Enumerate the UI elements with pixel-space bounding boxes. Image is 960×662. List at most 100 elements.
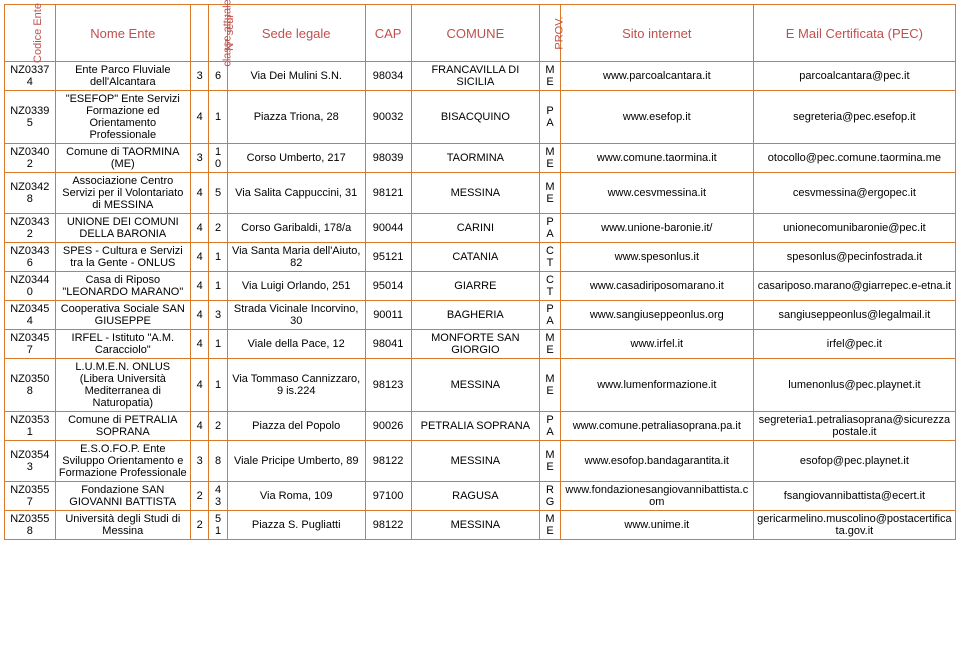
cell-classe: 4: [191, 330, 209, 359]
cell-codice: NZ03440: [5, 272, 56, 301]
cell-prov: CT: [540, 272, 561, 301]
cell-sede: Piazza Triona, 28: [227, 91, 365, 144]
table-row: NZ03557Fondazione SAN GIOVANNI BATTISTA2…: [5, 482, 956, 511]
data-table: Codice Ente Nome Ente classe attuale N° …: [4, 4, 956, 540]
cell-prov: ME: [540, 144, 561, 173]
cell-sede: Via Santa Maria dell'Aiuto, 82: [227, 243, 365, 272]
cell-sede: Viale della Pace, 12: [227, 330, 365, 359]
cell-codice: NZ03531: [5, 412, 56, 441]
cell-nome: Cooperativa Sociale SAN GIUSEPPE: [55, 301, 191, 330]
cell-codice: NZ03457: [5, 330, 56, 359]
cell-classe: 4: [191, 412, 209, 441]
cell-sito: www.cesvmessina.it: [560, 173, 753, 214]
cell-comune: FRANCAVILLA DI SICILIA: [411, 62, 540, 91]
cell-cap: 90026: [365, 412, 411, 441]
cell-pec: sangiuseppeonlus@legalmail.it: [753, 301, 955, 330]
cell-sito: www.esofop.bandagarantita.it: [560, 441, 753, 482]
cell-classe: 2: [191, 511, 209, 540]
cell-sito: www.comune.petraliasoprana.pa.it: [560, 412, 753, 441]
cell-prov: ME: [540, 359, 561, 412]
cell-sedi: 51: [209, 511, 227, 540]
cell-codice: NZ03454: [5, 301, 56, 330]
cell-comune: CARINI: [411, 214, 540, 243]
cell-sedi: 1: [209, 272, 227, 301]
cell-pec: esofop@pec.playnet.it: [753, 441, 955, 482]
cell-sito: www.lumenformazione.it: [560, 359, 753, 412]
cell-nome: E.S.O.FO.P. Ente Sviluppo Orientamento e…: [55, 441, 191, 482]
table-row: NZ03432UNIONE DEI COMUNI DELLA BARONIA42…: [5, 214, 956, 243]
cell-classe: 3: [191, 144, 209, 173]
cell-codice: NZ03402: [5, 144, 56, 173]
cell-nome: "ESEFOP" Ente Servizi Formazione ed Orie…: [55, 91, 191, 144]
cell-cap: 97100: [365, 482, 411, 511]
header-comune: COMUNE: [411, 5, 540, 62]
cell-sede: Piazza S. Pugliatti: [227, 511, 365, 540]
cell-nome: Università degli Studi di Messina: [55, 511, 191, 540]
cell-codice: NZ03374: [5, 62, 56, 91]
cell-comune: TAORMINA: [411, 144, 540, 173]
cell-nome: Fondazione SAN GIOVANNI BATTISTA: [55, 482, 191, 511]
cell-codice: NZ03508: [5, 359, 56, 412]
table-row: NZ03440Casa di Riposo "LEONARDO MARANO"4…: [5, 272, 956, 301]
cell-sedi: 1: [209, 330, 227, 359]
cell-cap: 90044: [365, 214, 411, 243]
cell-prov: PA: [540, 214, 561, 243]
cell-cap: 98122: [365, 511, 411, 540]
cell-sito: www.spesonlus.it: [560, 243, 753, 272]
cell-sito: www.parcoalcantara.it: [560, 62, 753, 91]
header-prov: PROV.: [540, 5, 561, 62]
table-row: NZ03402Comune di TAORMINA (ME)310Corso U…: [5, 144, 956, 173]
cell-nome: Comune di TAORMINA (ME): [55, 144, 191, 173]
header-classe: classe attuale: [191, 5, 209, 62]
cell-sito: www.fondazionesangiovannibattista.com: [560, 482, 753, 511]
cell-sede: Viale Pricipe Umberto, 89: [227, 441, 365, 482]
cell-codice: NZ03428: [5, 173, 56, 214]
cell-comune: GIARRE: [411, 272, 540, 301]
table-row: NZ03428Associazione Centro Servizi per i…: [5, 173, 956, 214]
table-row: NZ03436SPES - Cultura e Servizi tra la G…: [5, 243, 956, 272]
cell-comune: BISACQUINO: [411, 91, 540, 144]
cell-cap: 98041: [365, 330, 411, 359]
cell-pec: fsangiovannibattista@ecert.it: [753, 482, 955, 511]
cell-classe: 3: [191, 441, 209, 482]
cell-prov: PA: [540, 301, 561, 330]
header-sito: Sito internet: [560, 5, 753, 62]
cell-sede: Via Salita Cappuccini, 31: [227, 173, 365, 214]
cell-sede: Via Tommaso Cannizzaro, 9 is.224: [227, 359, 365, 412]
header-pec: E Mail Certificata (PEC): [753, 5, 955, 62]
cell-nome: L.U.M.E.N. ONLUS (Libera Università Medi…: [55, 359, 191, 412]
table-row: NZ03558Università degli Studi di Messina…: [5, 511, 956, 540]
cell-comune: PETRALIA SOPRANA: [411, 412, 540, 441]
cell-classe: 4: [191, 272, 209, 301]
cell-nome: Casa di Riposo "LEONARDO MARANO": [55, 272, 191, 301]
table-row: NZ03395"ESEFOP" Ente Servizi Formazione …: [5, 91, 956, 144]
cell-prov: PA: [540, 412, 561, 441]
cell-comune: MESSINA: [411, 359, 540, 412]
cell-classe: 4: [191, 301, 209, 330]
table-row: NZ03543E.S.O.FO.P. Ente Sviluppo Orienta…: [5, 441, 956, 482]
cell-nome: Ente Parco Fluviale dell'Alcantara: [55, 62, 191, 91]
cell-prov: PA: [540, 91, 561, 144]
cell-classe: 2: [191, 482, 209, 511]
header-codice: Codice Ente: [5, 5, 56, 62]
cell-sedi: 8: [209, 441, 227, 482]
cell-sedi: 10: [209, 144, 227, 173]
cell-prov: RG: [540, 482, 561, 511]
cell-cap: 90032: [365, 91, 411, 144]
cell-codice: NZ03558: [5, 511, 56, 540]
cell-comune: MESSINA: [411, 173, 540, 214]
cell-classe: 4: [191, 173, 209, 214]
cell-sedi: 1: [209, 359, 227, 412]
cell-sede: Strada Vicinale Incorvino, 30: [227, 301, 365, 330]
cell-sito: www.esefop.it: [560, 91, 753, 144]
cell-nome: Comune di PETRALIA SOPRANA: [55, 412, 191, 441]
cell-comune: MESSINA: [411, 441, 540, 482]
cell-comune: CATANIA: [411, 243, 540, 272]
cell-pec: gericarmelino.muscolino@postacertificata…: [753, 511, 955, 540]
cell-classe: 4: [191, 243, 209, 272]
cell-sedi: 43: [209, 482, 227, 511]
cell-cap: 95121: [365, 243, 411, 272]
cell-codice: NZ03395: [5, 91, 56, 144]
cell-pec: segreteria@pec.esefop.it: [753, 91, 955, 144]
cell-cap: 98039: [365, 144, 411, 173]
